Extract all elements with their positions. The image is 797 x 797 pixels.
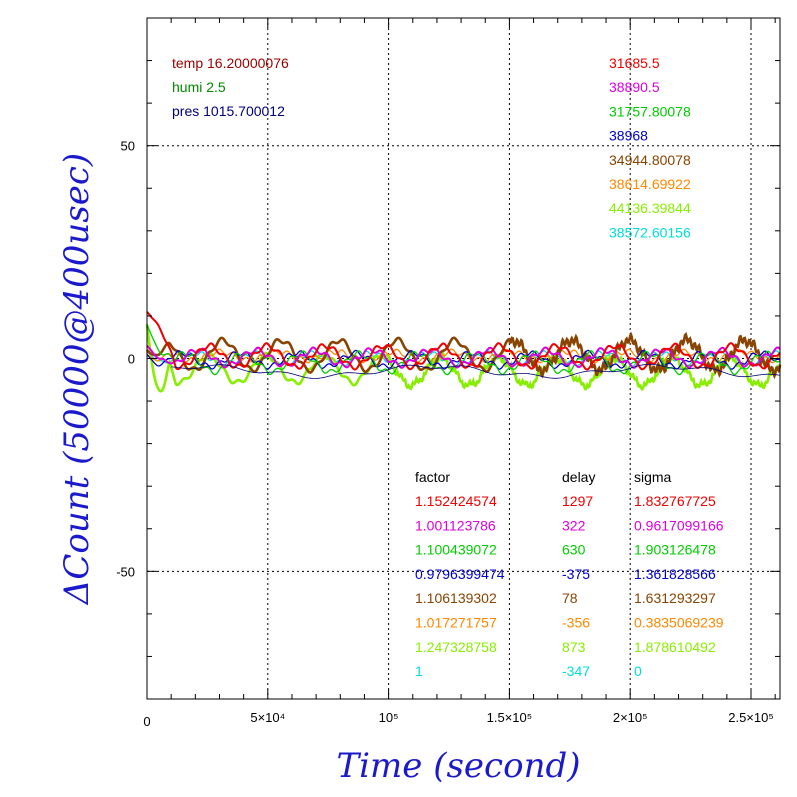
y-tick-label: 50: [121, 139, 135, 154]
parameter-table: factor delay sigma 1.152424574 1297 1.8327677…: [415, 469, 724, 679]
y-axis-title: ΔCount (50000@400usec): [57, 153, 97, 606]
series-mean-legend: 31685.5 38890.5 31757.80078 38968 34944.8007…: [609, 55, 691, 240]
series-line: [146, 349, 781, 370]
table-cell: 1.017271757: [415, 615, 497, 631]
series-mean: 38614.69922: [609, 176, 691, 192]
table-cell: 0.9796399474: [415, 566, 505, 582]
table-cell: 1.878610492: [634, 639, 716, 655]
table-cell: 1.247328758: [415, 639, 497, 655]
env-reading: temp 16.20000076: [172, 55, 289, 71]
series-mean: 44136.39844: [609, 200, 691, 216]
y-tick-label: -50: [116, 564, 135, 579]
series-mean: 31757.80078: [609, 103, 691, 119]
series-mean: 38572.60156: [609, 224, 691, 240]
table-cell: 1.100439072: [415, 542, 497, 558]
table-header: sigma: [634, 469, 672, 485]
table-header: factor: [415, 469, 450, 485]
table-cell: 1.631293297: [634, 590, 716, 606]
table-cell: 873: [562, 639, 586, 655]
table-cell: 0: [634, 663, 642, 679]
table-cell: 78: [562, 590, 578, 606]
series-mean: 38890.5: [609, 79, 660, 95]
series-mean: 34944.80078: [609, 152, 691, 168]
table-cell: 1.106139302: [415, 590, 497, 606]
series-line: [146, 311, 781, 371]
table-cell: 1.001123786: [415, 517, 496, 533]
table-cell: 630: [562, 542, 586, 558]
table-cell: 0.3835069239: [634, 615, 724, 631]
y-tick-label: 0: [128, 352, 135, 367]
table-cell: 1.152424574: [415, 493, 497, 509]
env-trace-line: [171, 363, 781, 379]
table-cell: 1.361828566: [634, 566, 716, 582]
x-tick-label: 10⁵: [379, 710, 399, 725]
data-curves: [145, 311, 782, 393]
env-reading: humi 2.5: [172, 79, 226, 95]
env-reading: pres 1015.700012: [172, 103, 285, 119]
table-cell: 1: [415, 663, 423, 679]
table-header: delay: [562, 469, 595, 485]
series-mean: 38968: [609, 128, 648, 144]
x-tick-label: 1.5×10⁵: [487, 710, 533, 725]
table-cell: 0.9617099166: [634, 517, 724, 533]
table-cell: 1297: [562, 493, 593, 509]
table-cell: 1.903126478: [634, 542, 716, 558]
table-cell: -356: [562, 615, 590, 631]
series-line: [145, 331, 782, 380]
table-cell: -375: [562, 566, 590, 582]
axis-ticks: [147, 18, 780, 699]
series-mean: 31685.5: [609, 55, 660, 71]
x-axis-title: Time (second): [337, 746, 581, 786]
table-cell: 322: [562, 517, 586, 533]
x-tick-label: 5×10⁴: [250, 710, 285, 725]
x-tick-label: 2×10⁵: [613, 710, 648, 725]
x-tick-label: 0: [143, 714, 150, 729]
tick-labels: 0 5×10⁴ 10⁵ 1.5×10⁵ 2×10⁵ 2.5×10⁵ 50 0 -50: [116, 139, 774, 729]
x-tick-label: 2.5×10⁵: [728, 710, 774, 725]
table-cell: 1.832767725: [634, 493, 716, 509]
environment-readings: temp 16.20000076 humi 2.5 pres 1015.700012: [172, 55, 289, 119]
table-cell: -347: [562, 663, 590, 679]
